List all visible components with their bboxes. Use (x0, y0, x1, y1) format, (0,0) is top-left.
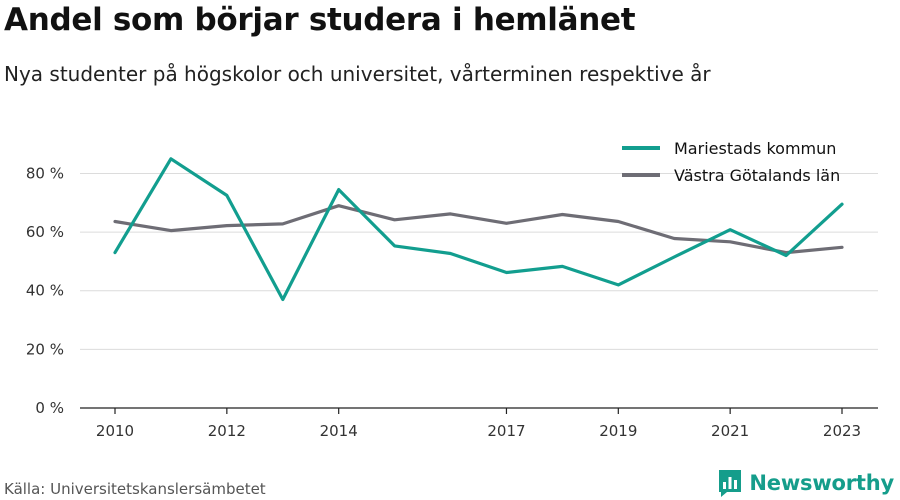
y-tick-label-60: 60 % (26, 223, 64, 241)
brand-name: Newsworthy (749, 471, 894, 495)
chart-title: Andel som börjar studera i hemlänet (4, 2, 636, 38)
brand-logo: Newsworthy (717, 468, 894, 498)
legend-label-1: Mariestads kommun (674, 139, 836, 158)
x-tick-label-2014: 2014 (320, 422, 358, 440)
x-tick-label-2010: 2010 (96, 422, 134, 440)
series-line-2 (113, 204, 844, 255)
legend-label-2: Västra Götalands län (674, 166, 840, 185)
y-tick-label-0: 0 % (35, 399, 64, 417)
y-tick-label-40: 40 % (26, 282, 64, 300)
series-line-1 (113, 157, 844, 302)
x-tick-label-2021: 2021 (711, 422, 749, 440)
line-chart: 0 % 20 % 40 % 60 % 80 % 2010 2012 2014 2017 2019 2… (26, 139, 878, 440)
x-tick-label-2023: 2023 (823, 422, 861, 440)
y-tick-label-20: 20 % (26, 340, 64, 358)
x-tick-label-2017: 2017 (487, 422, 525, 440)
source-note: Källa: Universitetskanslersämbetet (4, 480, 266, 498)
x-tick-label-2019: 2019 (599, 422, 637, 440)
chart-subtitle: Nya studenter på högskolor och universit… (4, 62, 711, 86)
x-tick-label-2012: 2012 (208, 422, 246, 440)
newsworthy-logo-icon (719, 470, 742, 497)
y-tick-label-80: 80 % (26, 164, 64, 182)
